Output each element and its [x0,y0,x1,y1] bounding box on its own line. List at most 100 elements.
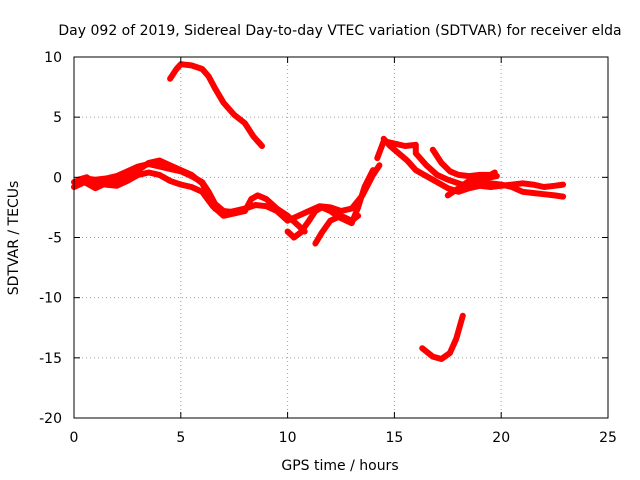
point-track-10-6 [212,85,218,91]
point-track-7-12 [498,183,504,189]
point-track-8-4 [466,173,472,179]
point-track-3-9 [167,178,173,184]
point-track-1-18 [253,202,259,208]
point-track-6-17 [541,191,547,197]
point-track-10-5 [206,73,212,79]
ticks: 0 5 10 15 20 25 -20 -15 -10 -5 0 5 10 [39,50,617,446]
point-track-2-3 [103,176,109,181]
point-track-6-4 [413,142,419,148]
point-track-10-10 [250,133,256,139]
point-track-3-8 [156,172,162,178]
y-tick-label-5: 5 [53,110,62,126]
point-track-3-16 [242,208,248,214]
point-track-10-8 [231,112,237,118]
point-track-3-4 [114,183,120,189]
point-track-7-0 [381,136,387,142]
point-track-8-1 [438,160,444,166]
point-track-7-17 [552,183,558,189]
point-track-5-0 [312,241,318,246]
point-track-2-23 [295,223,301,228]
point-track-7-3 [404,158,410,163]
point-track-2-6 [135,164,141,169]
x-tick-label-0: 0 [70,430,79,446]
point-track-3-3 [103,182,109,188]
point-track-3-11 [189,184,194,190]
y-tick-label-1: -15 [39,351,62,367]
point-track-7-14 [520,180,526,186]
point-track-9-4 [488,174,493,180]
point-track-7-4 [413,167,419,173]
point-track-2-8 [156,164,162,169]
point-track-3-5 [124,178,130,184]
point-track-3-14 [221,213,226,219]
point-track-7-13 [509,182,515,188]
point-track-7-5 [423,173,429,179]
x-tick-label-4: 20 [492,430,510,446]
point-track-11-4 [453,336,459,342]
point-track-7-16 [541,184,547,190]
point-track-1-19 [263,203,269,209]
point-track-11-2 [438,356,444,362]
point-track-2-11 [189,173,194,179]
point-track-7-15 [530,182,536,188]
x-tick-label-5: 25 [599,430,617,446]
point-track-2-22 [285,213,291,219]
point-track-6-0 [374,155,380,161]
point-track-9-2 [466,178,472,184]
point-track-10-4 [199,66,205,72]
point-track-7-2 [396,150,402,156]
point-track-1-22 [295,213,301,219]
point-track-2-7 [146,161,152,167]
point-track-3-15 [231,210,237,216]
point-track-2-9 [167,166,173,172]
point-track-3-10 [178,182,184,188]
point-track-10-2 [178,61,184,67]
point-track-3-6 [135,172,141,178]
point-track-1-26 [338,208,344,214]
point-track-8-2 [447,168,453,174]
point-track-4-1 [291,235,297,240]
point-track-9-3 [477,176,483,181]
point-track-6-7 [434,172,440,178]
point-track-3-12 [199,189,205,195]
point-track-2-13 [206,189,212,195]
point-track-4-6 [327,208,333,214]
y-tick-label-0: -20 [39,411,62,427]
point-track-6-5 [413,150,419,156]
point-track-2-10 [178,168,184,174]
point-track-10-1 [174,66,179,72]
point-track-2-18 [248,196,254,202]
point-track-7-7 [445,185,451,191]
point-track-4-4 [312,208,318,214]
point-track-5-3 [338,213,344,219]
y-tick-label-4: 0 [53,170,62,186]
point-track-5-1 [319,230,325,236]
point-track-10-7 [221,100,226,106]
point-track-3-13 [210,203,216,209]
point-track-9-5 [494,173,500,179]
point-track-10-3 [189,62,194,68]
point-track-6-8 [445,177,451,183]
chart-title: Day 092 of 2019, Sidereal Day-to-day VTE… [58,23,621,39]
point-track-11-5 [460,313,466,319]
point-track-1-8 [156,158,162,163]
point-track-7-10 [477,183,483,189]
point-track-1-27 [349,206,355,212]
point-track-2-20 [263,196,269,202]
y-tick-label-3: -5 [48,231,62,247]
point-track-10-9 [242,120,248,126]
point-track-3-1 [84,174,90,180]
point-track-6-6 [423,162,429,168]
point-track-1-23 [306,208,312,214]
point-track-6-19 [560,194,566,200]
point-track-7-6 [434,179,440,185]
point-track-4-9 [355,204,361,210]
point-track-6-15 [520,189,526,195]
point-track-9-0 [445,192,451,198]
point-track-5-4 [349,218,355,224]
point-track-7-11 [488,184,493,190]
point-track-1-30 [376,162,382,168]
point-track-7-9 [466,185,472,191]
point-track-7-1 [387,143,393,149]
